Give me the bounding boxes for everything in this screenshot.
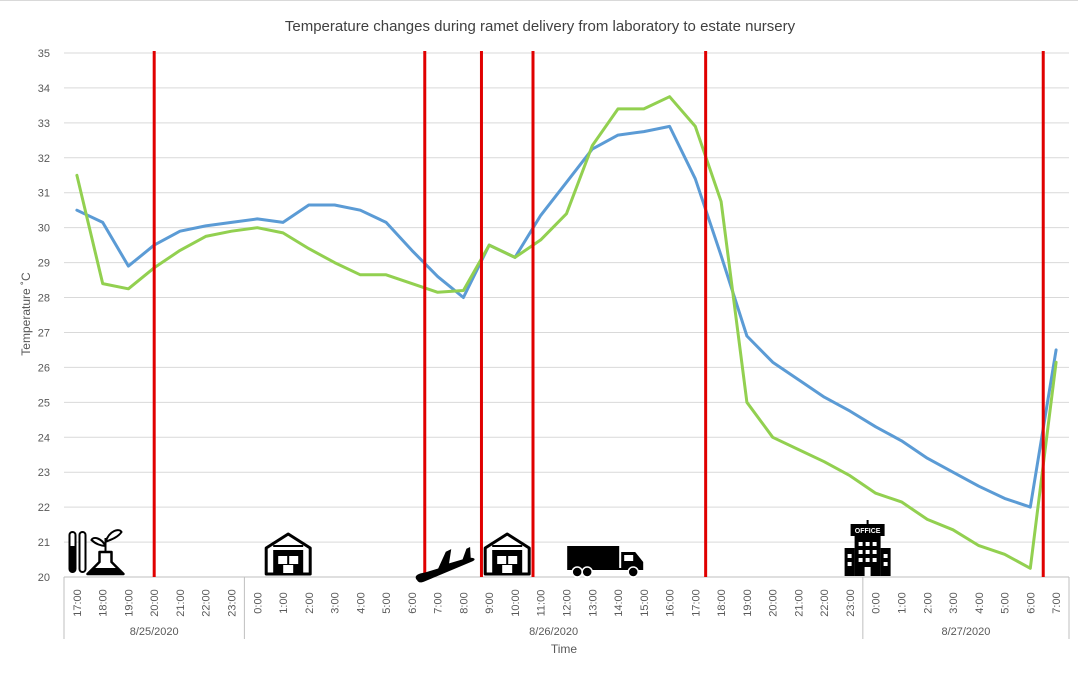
date-group-label: 8/26/2020 (529, 626, 578, 638)
x-tick-label: 17:00 (72, 589, 84, 617)
y-tick-label: 30 (38, 223, 50, 235)
x-tick-label: 17:00 (690, 589, 702, 617)
y-tick-label: 25 (38, 397, 50, 409)
x-tick-label: 18:00 (98, 589, 110, 617)
gridlines (64, 52, 1069, 578)
x-tick-label: 5:00 (1000, 592, 1012, 613)
x-axis: 17:00 18:00 19:00 20:00 21:00 22:00 23:00 0:00 1… (63, 576, 1070, 639)
y-tick-label: 22 (38, 502, 50, 514)
y-tick-label: 23 (38, 467, 50, 479)
x-tick-label: 6:00 (407, 592, 419, 613)
series-lines (75, 95, 1058, 570)
x-tick-label: 22:00 (819, 589, 831, 617)
y-tick-label: 33 (38, 118, 50, 130)
x-tick-label: 23:00 (845, 589, 857, 617)
series-line-2 (75, 95, 1058, 570)
date-group-label: 8/25/2020 (130, 626, 179, 638)
laboratory-icon (68, 529, 125, 576)
x-tick-label: 20:00 (149, 589, 161, 617)
x-tick-label: 4:00 (355, 592, 367, 613)
x-tick-label: 14:00 (613, 589, 625, 617)
y-tick-label: 26 (38, 362, 50, 374)
annotation-lines (152, 51, 1045, 577)
x-tick-label: 18:00 (716, 589, 728, 617)
y-tick-label: 28 (38, 293, 50, 305)
truck-icon (567, 546, 644, 578)
x-tick-label: 6:00 (1025, 592, 1037, 613)
x-tick-label: 1:00 (897, 592, 909, 613)
chart-title: Temperature changes during ramet deliver… (285, 18, 796, 35)
x-tick-label: 1:00 (278, 592, 290, 613)
office-building-icon: OFFICE (844, 520, 891, 576)
date-group-label: 8/27/2020 (941, 626, 990, 638)
x-tick-label: 22:00 (201, 589, 213, 617)
y-tick-label: 34 (38, 83, 50, 95)
x-tick-label: 19:00 (123, 589, 135, 617)
x-tick-label: 9:00 (484, 592, 496, 613)
x-tick-label: 12:00 (562, 589, 574, 617)
y-axis-ticks: 20 21 22 23 24 25 26 27 28 29 30 31 32 33 34 35 (38, 48, 50, 584)
y-tick-label: 35 (38, 48, 50, 60)
x-tick-label: 2:00 (304, 592, 316, 613)
y-axis-title: Temperature ˚C (19, 272, 33, 356)
x-tick-label: 11:00 (536, 590, 548, 617)
y-tick-label: 32 (38, 153, 50, 165)
x-tick-label: 5:00 (381, 592, 393, 613)
x-tick-label: 10:00 (510, 589, 522, 617)
x-tick-label: 3:00 (948, 592, 960, 613)
x-tick-label: 20:00 (768, 589, 780, 617)
y-tick-label: 24 (38, 432, 50, 444)
y-tick-label: 21 (38, 537, 50, 549)
x-tick-label: 7:00 (433, 592, 445, 613)
x-tick-label: 15:00 (639, 589, 651, 617)
x-tick-label: 8:00 (458, 592, 470, 613)
warehouse-icon (483, 532, 531, 576)
y-tick-label: 20 (38, 572, 50, 584)
annotation-icons: OFFICE (68, 520, 891, 583)
airplane-icon (415, 547, 475, 583)
y-tick-label: 29 (38, 258, 50, 270)
y-tick-label: 27 (38, 327, 50, 339)
x-tick-label: 21:00 (793, 589, 805, 617)
x-tick-label: 4:00 (974, 592, 986, 613)
x-tick-label: 21:00 (175, 589, 187, 617)
x-tick-label: 13:00 (587, 589, 599, 617)
y-tick-label: 31 (38, 188, 50, 200)
x-tick-label: 16:00 (665, 589, 677, 617)
office-sign-label: OFFICE (855, 528, 881, 535)
x-tick-label: 2:00 (922, 592, 934, 613)
x-tick-label: 7:00 (1051, 592, 1063, 613)
x-tick-label: 19:00 (742, 589, 754, 617)
x-tick-label: 23:00 (227, 589, 239, 617)
x-axis-title: Time (551, 642, 578, 656)
warehouse-icon (264, 532, 312, 576)
series-line-1 (75, 124, 1058, 509)
x-tick-label: 3:00 (330, 592, 342, 613)
x-tick-label: 0:00 (252, 592, 264, 613)
x-tick-label: 0:00 (871, 592, 883, 613)
